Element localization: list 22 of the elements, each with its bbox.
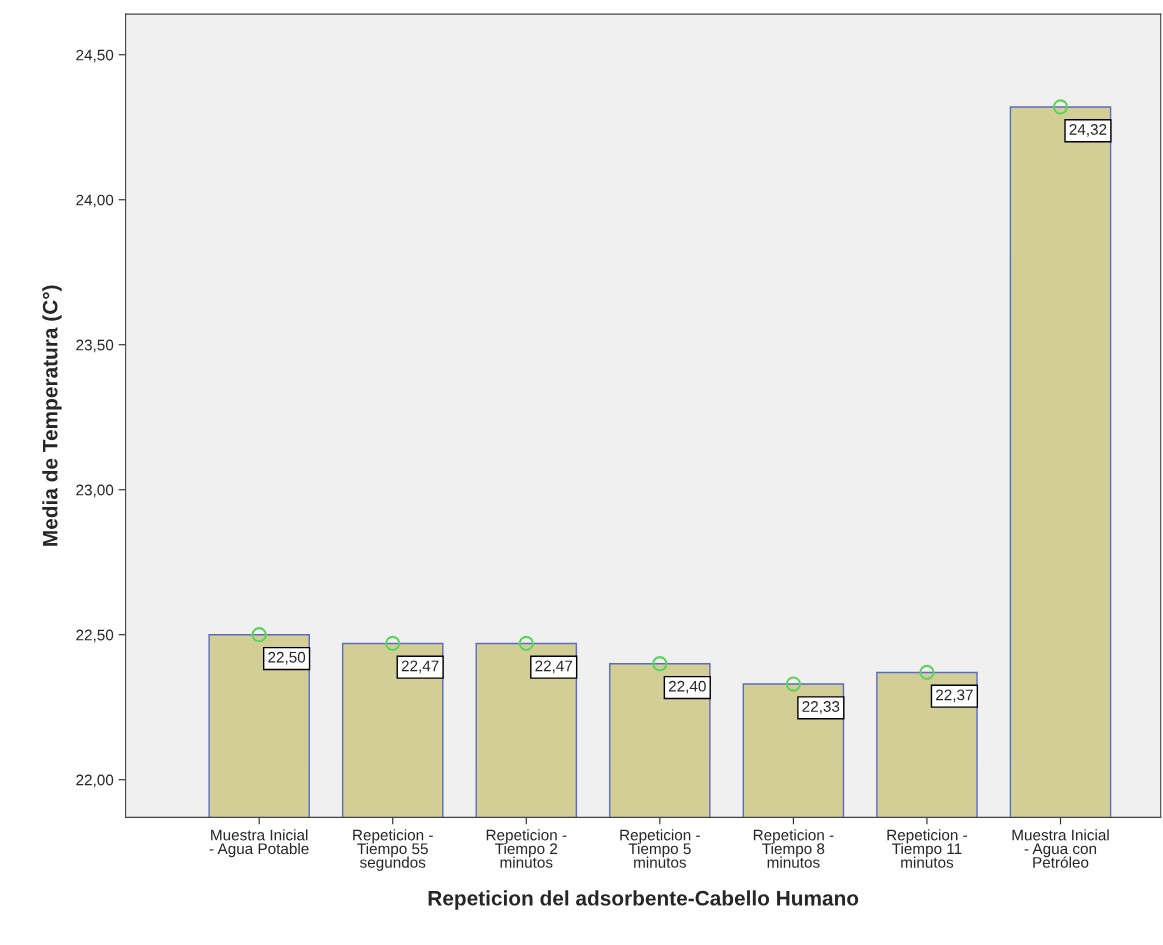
x-tick-label: Repeticion - Tiempo 5 minutos (620, 829, 700, 868)
y-tick-label: 24,50 (76, 49, 114, 63)
y-tick-label: 22,50 (76, 629, 114, 643)
data-label: 22,50 (268, 651, 306, 665)
x-tick-label: Repeticion - Tiempo 55 segundos (353, 829, 433, 871)
y-axis-title: Media de Temperatura (C°) (42, 285, 62, 546)
x-tick-label: Muestra Inicial - Agua Potable (209, 829, 309, 858)
x-tick-label: Repeticion - Tiempo 8 minutos (753, 829, 834, 868)
y-tick-label: 22,00 (76, 774, 114, 788)
x-tick-label: Repeticion - Tiempo 2 minutos (486, 829, 567, 868)
x-tick-label: Repeticion - Tiempo 11 minutos (887, 829, 968, 868)
data-label: 22,47 (401, 660, 439, 674)
data-label: 22,33 (802, 701, 840, 714)
x-axis-title: Repeticion del adsorbente-Cabello Humano (428, 890, 859, 910)
data-label: 22,37 (936, 689, 973, 703)
data-label: 24,32 (1069, 124, 1107, 137)
x-tick-label: Muestra Inicial - Agua con Petróleo (1012, 829, 1109, 868)
data-label: 22,40 (668, 680, 706, 694)
y-tick-label: 23,00 (76, 484, 114, 498)
y-tick-label: 23,50 (76, 339, 114, 353)
data-label: 22,47 (535, 660, 573, 674)
y-tick-label: 24,00 (76, 194, 114, 208)
